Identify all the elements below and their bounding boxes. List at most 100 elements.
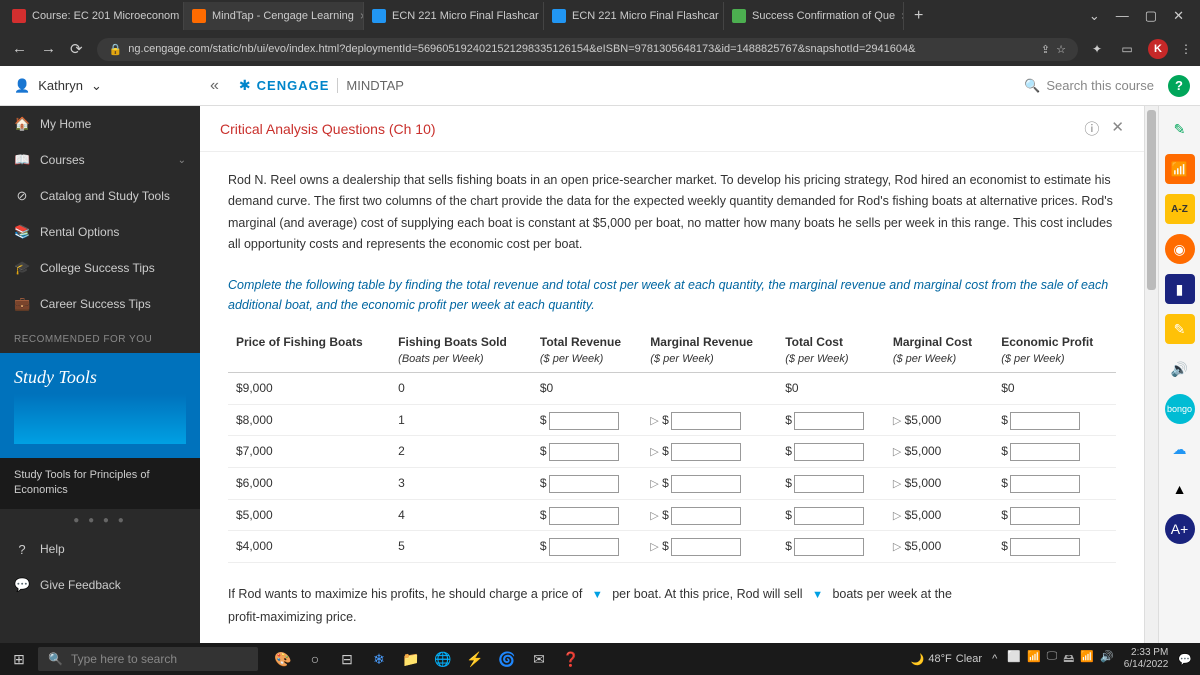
speaker-icon[interactable]: 🔊 — [1165, 354, 1195, 384]
flashcard-icon[interactable]: ◉ — [1165, 234, 1195, 264]
dropdown-arrow-icon[interactable]: ▼ — [592, 589, 603, 601]
mr-input[interactable] — [671, 412, 741, 430]
address-bar[interactable]: 🔒 ng.cengage.com/static/nb/ui/evo/index.… — [97, 38, 1078, 61]
profile-badge[interactable]: K — [1148, 39, 1168, 59]
mr-input[interactable] — [671, 475, 741, 493]
clock[interactable]: 2:33 PM 6/14/2022 — [1124, 647, 1169, 671]
chat-icon: 💬 — [14, 577, 30, 593]
back-button[interactable]: ← — [12, 40, 27, 58]
forward-button[interactable]: → — [41, 40, 56, 58]
sidebar-item-career[interactable]: 💼Career Success Tips — [0, 286, 200, 322]
volume-icon[interactable]: 🔊 — [1100, 650, 1114, 669]
ep-input[interactable] — [1010, 475, 1080, 493]
notifications-icon[interactable]: 💬 — [1178, 653, 1192, 666]
sidebar-item-feedback[interactable]: 💬Give Feedback — [0, 567, 200, 603]
promo-card[interactable]: Study Tools — [0, 353, 200, 458]
close-icon[interactable]: ✕ — [1173, 8, 1184, 24]
taskbar-app-icon[interactable]: ⚡ — [464, 648, 486, 670]
wifi-icon[interactable]: 📶 — [1080, 650, 1094, 669]
dictionary-icon[interactable]: A-Z — [1165, 194, 1195, 224]
tc-input[interactable] — [794, 412, 864, 430]
tr-input[interactable] — [549, 475, 619, 493]
ep-input[interactable] — [1010, 412, 1080, 430]
browser-tab[interactable]: Course: EC 201 Microeconom× — [4, 2, 184, 30]
help-icon[interactable]: ❓ — [560, 648, 582, 670]
dropdown-arrow-icon[interactable]: ▼ — [812, 589, 823, 601]
taskbar-app-icon[interactable]: ❄ — [368, 648, 390, 670]
notebook-icon[interactable]: ▮ — [1165, 274, 1195, 304]
taskbar-app-icon[interactable]: 🎨 — [272, 648, 294, 670]
cortana-icon[interactable]: ○ — [304, 648, 326, 670]
highlight-icon[interactable]: ✎ — [1165, 314, 1195, 344]
extension-icon[interactable]: ▭ — [1118, 40, 1136, 58]
sidebar-item-catalog[interactable]: ⊘Catalog and Study Tools — [0, 178, 200, 214]
col-price: Price of Fishing Boats — [228, 329, 390, 373]
close-icon[interactable]: ✕ — [1111, 118, 1124, 139]
tc-input[interactable] — [794, 443, 864, 461]
tray-icon[interactable]: 🖴 — [1063, 650, 1074, 669]
sidebar-item-myhome[interactable]: 🏠My Home — [0, 106, 200, 142]
tab-favicon — [12, 9, 26, 23]
tc-input[interactable] — [794, 538, 864, 556]
browser-tab[interactable]: MindTap - Cengage Learning× — [184, 2, 364, 30]
taskview-icon[interactable]: ⊟ — [336, 648, 358, 670]
sidebar-item-courses[interactable]: 📖Courses⌄ — [0, 142, 200, 178]
mail-icon[interactable]: ✉ — [528, 648, 550, 670]
bongo-icon[interactable]: bongo — [1165, 394, 1195, 424]
mr-input[interactable] — [671, 538, 741, 556]
scrollbar[interactable] — [1144, 106, 1158, 643]
help-button[interactable]: ? — [1168, 75, 1190, 97]
info-icon[interactable]: ⓘ — [1084, 118, 1099, 139]
taskbar-search[interactable]: 🔍 Type here to search — [38, 647, 258, 671]
sidebar: 🏠My Home 📖Courses⌄ ⊘Catalog and Study To… — [0, 106, 200, 643]
new-tab-button[interactable]: + — [904, 7, 933, 25]
cloud-icon[interactable]: ☁ — [1165, 434, 1195, 464]
tc-input[interactable] — [794, 475, 864, 493]
mr-input[interactable] — [671, 443, 741, 461]
sidebar-item-college[interactable]: 🎓College Success Tips — [0, 250, 200, 286]
tr-input[interactable] — [549, 538, 619, 556]
aplus-icon[interactable]: A+ — [1165, 514, 1195, 544]
browser-tab[interactable]: ECN 221 Micro Final Flashcar× — [544, 2, 724, 30]
sidebar-item-rental[interactable]: 📚Rental Options — [0, 214, 200, 250]
chrome-icon[interactable]: 🌐 — [432, 648, 454, 670]
briefcase-icon: 💼 — [14, 296, 30, 312]
data-table: Price of Fishing Boats Fishing Boats Sol… — [228, 329, 1116, 563]
start-button[interactable]: ⊞ — [0, 651, 38, 668]
rss-icon[interactable]: 📶 — [1165, 154, 1195, 184]
browser-tab[interactable]: Success Confirmation of Que× — [724, 2, 904, 30]
minimize-icon[interactable]: — — [1116, 8, 1129, 24]
ep-input[interactable] — [1010, 507, 1080, 525]
tr-input[interactable] — [549, 412, 619, 430]
extension-icon[interactable]: ✦ — [1088, 40, 1106, 58]
reload-button[interactable]: ⟳ — [70, 40, 83, 58]
tray-icon[interactable]: 📶 — [1027, 650, 1041, 669]
chevron-up-icon[interactable]: ^ — [992, 653, 997, 665]
mr-input[interactable] — [671, 507, 741, 525]
tc-input[interactable] — [794, 507, 864, 525]
star-icon[interactable]: ☆ — [1056, 43, 1066, 56]
menu-icon[interactable]: ⋮ — [1180, 42, 1192, 56]
edge-icon[interactable]: 🌀 — [496, 648, 518, 670]
collapse-sidebar-button[interactable]: « — [200, 77, 229, 95]
tray-icon[interactable]: 🖵 — [1047, 650, 1058, 669]
user-dropdown[interactable]: 👤 Kathryn ⌄ — [0, 78, 200, 94]
share-icon[interactable]: ⇪ — [1041, 43, 1050, 56]
book-icon: 📖 — [14, 152, 30, 168]
maximize-icon[interactable]: ▢ — [1145, 8, 1157, 24]
tr-input[interactable] — [549, 443, 619, 461]
ep-input[interactable] — [1010, 538, 1080, 556]
ep-input[interactable] — [1010, 443, 1080, 461]
tray-icon[interactable]: ⬜ — [1007, 650, 1021, 669]
browser-tab[interactable]: ECN 221 Micro Final Flashcar× — [364, 2, 544, 30]
course-search[interactable]: 🔍 Search this course — [1010, 78, 1168, 94]
taskbar: ⊞ 🔍 Type here to search 🎨 ○ ⊟ ❄ 📁 🌐 ⚡ 🌀 … — [0, 643, 1200, 675]
chevron-down-icon[interactable]: ⌄ — [1089, 8, 1100, 24]
explorer-icon[interactable]: 📁 — [400, 648, 422, 670]
pencil-icon[interactable]: ✎ — [1165, 114, 1195, 144]
carousel-dots[interactable]: ● ● ● ● — [0, 509, 200, 532]
tr-input[interactable] — [549, 507, 619, 525]
drive-icon[interactable]: ▲ — [1165, 474, 1195, 504]
sidebar-item-help[interactable]: ?Help — [0, 532, 200, 567]
weather-widget[interactable]: 🌙 48°F Clear — [911, 653, 982, 666]
